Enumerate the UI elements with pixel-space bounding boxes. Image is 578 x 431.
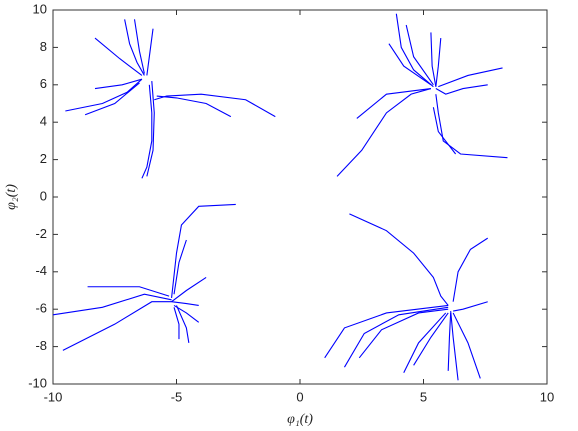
trajectory bbox=[52, 293, 172, 316]
trajectory bbox=[356, 87, 431, 119]
trajectory bbox=[84, 82, 140, 116]
trajectory bbox=[94, 37, 143, 76]
y-tick-label: 10 bbox=[33, 1, 47, 16]
trajectory bbox=[175, 305, 190, 343]
trajectory bbox=[133, 19, 145, 74]
x-axis-label: φ₁(t) bbox=[287, 412, 313, 427]
trajectory bbox=[447, 312, 452, 371]
trajectory bbox=[171, 276, 207, 303]
trajectory bbox=[453, 301, 488, 312]
trajectory bbox=[358, 308, 449, 359]
trajectory bbox=[438, 67, 503, 88]
trajectory bbox=[171, 301, 199, 307]
trajectory bbox=[413, 312, 449, 366]
y-tick-label: 4 bbox=[40, 114, 47, 129]
trajectory bbox=[324, 304, 449, 359]
x-tick-label: 5 bbox=[420, 389, 427, 404]
trajectory bbox=[173, 304, 200, 323]
trajectory bbox=[156, 95, 232, 118]
y-tick-label: -10 bbox=[28, 375, 47, 390]
trajectory bbox=[171, 203, 236, 299]
trajectory bbox=[124, 19, 145, 76]
trajectory bbox=[94, 78, 143, 90]
x-tick-label: -10 bbox=[44, 389, 63, 404]
trajectory bbox=[452, 237, 489, 302]
y-tick-label: -8 bbox=[35, 338, 47, 353]
y-tick-label: -6 bbox=[35, 301, 47, 316]
trajectory bbox=[87, 286, 170, 297]
trajectory bbox=[452, 312, 481, 379]
y-tick-label: 6 bbox=[40, 76, 47, 91]
trajectory bbox=[432, 107, 457, 155]
x-tick-label: 10 bbox=[540, 389, 554, 404]
y-tick-label: 8 bbox=[40, 39, 47, 54]
trajectory bbox=[146, 28, 154, 76]
y-tick-label: 2 bbox=[40, 151, 47, 166]
trajectory bbox=[435, 38, 442, 87]
trajectory bbox=[388, 43, 432, 86]
trajectory bbox=[173, 239, 187, 295]
trajectory bbox=[65, 78, 143, 112]
y-tick-label: 0 bbox=[40, 188, 47, 203]
y-axis-label: φ₂(t) bbox=[4, 184, 19, 210]
trajectory bbox=[435, 84, 488, 95]
trajectory bbox=[146, 81, 155, 177]
x-tick-label: 0 bbox=[296, 389, 303, 404]
y-tick-label: -2 bbox=[35, 226, 47, 241]
trajectory bbox=[349, 213, 449, 306]
trajectory bbox=[62, 301, 172, 351]
trajectory bbox=[173, 307, 180, 340]
trajectory bbox=[405, 24, 434, 86]
trajectory bbox=[343, 306, 449, 368]
trajectory bbox=[403, 312, 447, 374]
trajectory bbox=[141, 84, 153, 179]
trajectory bbox=[435, 94, 508, 159]
y-tick-label: -4 bbox=[35, 263, 47, 278]
trajectory bbox=[154, 93, 276, 118]
trajectory bbox=[336, 88, 432, 177]
trajectory bbox=[430, 32, 437, 87]
trajectory bbox=[450, 311, 459, 381]
trajectory bbox=[395, 13, 434, 88]
x-tick-label: -5 bbox=[171, 389, 183, 404]
